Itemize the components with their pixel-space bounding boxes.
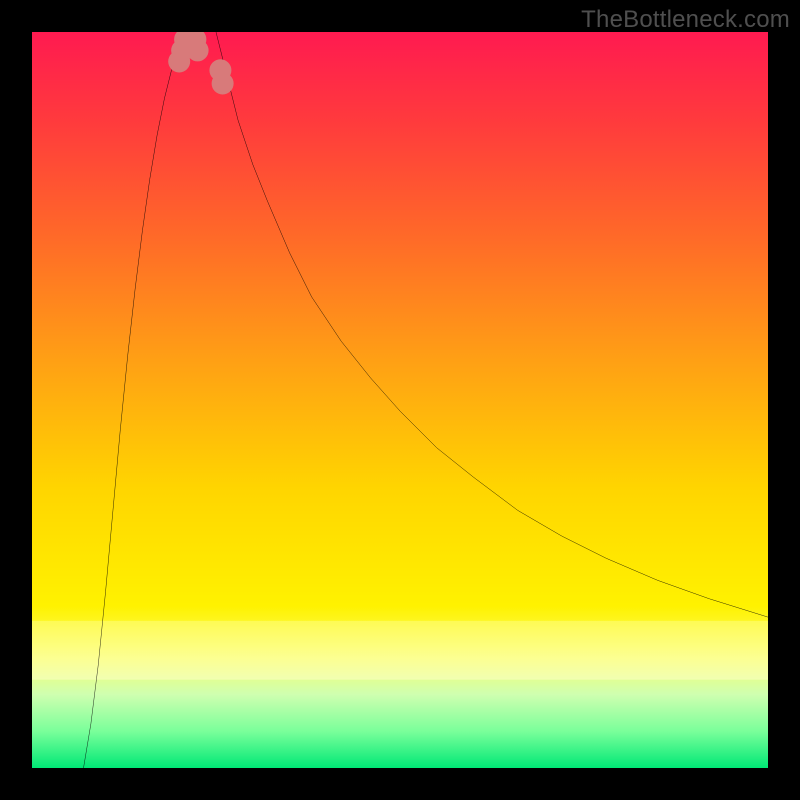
pale-yellow-band — [32, 621, 768, 680]
data-marker — [187, 39, 209, 61]
chart-svg — [32, 32, 768, 768]
watermark-text: TheBottleneck.com — [581, 6, 790, 34]
chart-plot-area — [32, 32, 768, 768]
data-marker — [212, 73, 234, 95]
